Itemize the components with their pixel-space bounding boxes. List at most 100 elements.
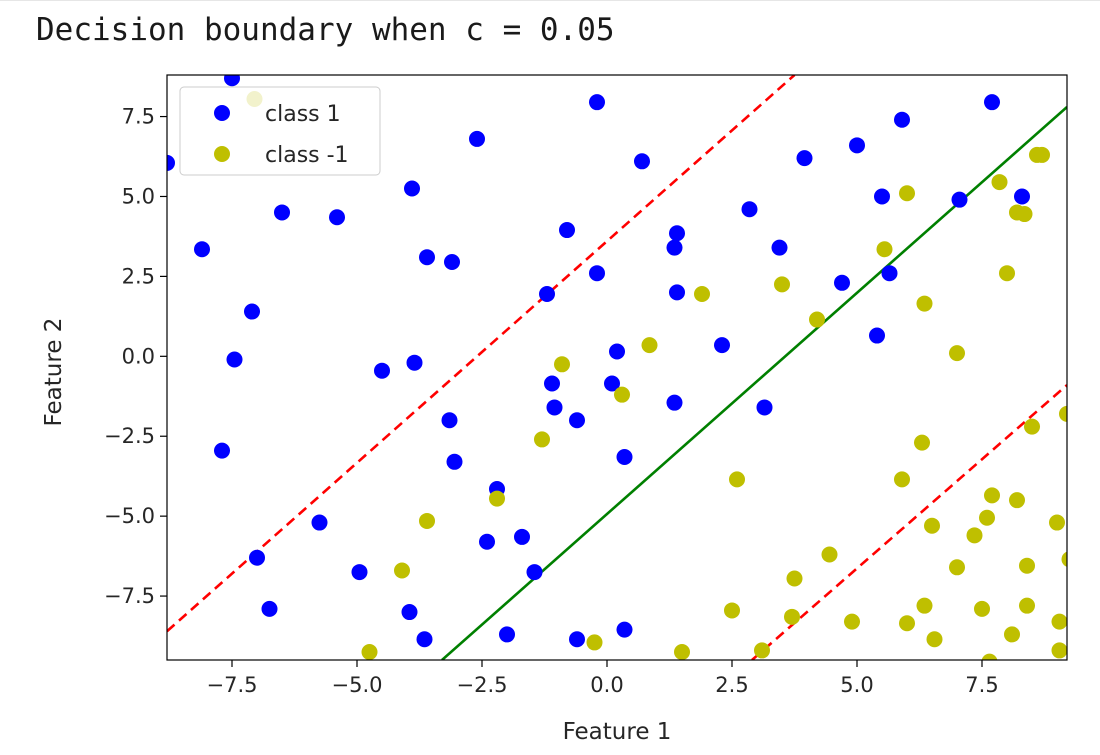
point-class-neg1 bbox=[949, 559, 965, 576]
point-class-1 bbox=[224, 75, 240, 87]
point-class-1 bbox=[441, 412, 458, 429]
point-class-neg1 bbox=[1051, 613, 1067, 630]
x-tick-label: 0.0 bbox=[590, 673, 623, 697]
point-class-neg1 bbox=[979, 509, 995, 526]
point-class-neg1 bbox=[1016, 206, 1033, 223]
margin-line-1 bbox=[167, 75, 796, 633]
point-class-neg1 bbox=[1049, 514, 1065, 531]
margin-line-2 bbox=[751, 384, 1067, 660]
legend-box bbox=[179, 86, 381, 176]
point-class-1 bbox=[226, 351, 243, 368]
point-class-neg1 bbox=[916, 597, 933, 614]
point-class-neg1 bbox=[894, 471, 910, 488]
point-class-1 bbox=[589, 265, 605, 282]
x-tick-label: 2.5 bbox=[715, 673, 748, 697]
point-class-1 bbox=[274, 204, 290, 221]
point-class-neg1 bbox=[674, 644, 690, 660]
point-class-neg1 bbox=[1034, 146, 1050, 163]
point-class-neg1 bbox=[534, 431, 550, 448]
point-class-1 bbox=[479, 533, 495, 550]
point-class-1 bbox=[569, 412, 585, 429]
point-class-neg1 bbox=[914, 434, 930, 451]
point-class-neg1 bbox=[554, 356, 570, 373]
y-tick-label: 7.5 bbox=[122, 105, 155, 129]
point-class-1 bbox=[401, 604, 418, 621]
y-tick-label: 2.5 bbox=[122, 264, 155, 288]
point-class-1 bbox=[874, 188, 890, 205]
axes-ticks: −7.5 −5.0 −2.5 0.0 2.5 5.0 7.5 −7.5 −5.0 −2.5 0.0 2… bbox=[104, 105, 999, 697]
x-tick-label: −5.0 bbox=[332, 673, 383, 697]
point-class-neg1 bbox=[586, 634, 603, 651]
point-class-1 bbox=[329, 209, 345, 226]
point-class-neg1 bbox=[844, 613, 860, 630]
point-class-1 bbox=[616, 449, 633, 466]
point-class-neg1 bbox=[786, 570, 803, 587]
plot-frame bbox=[166, 74, 1068, 661]
point-class-neg1 bbox=[1024, 418, 1040, 435]
point-class-neg1 bbox=[821, 546, 838, 563]
point-class-1 bbox=[894, 111, 910, 128]
point-class-neg1 bbox=[899, 615, 915, 632]
point-class-1 bbox=[604, 375, 620, 392]
point-class-neg1 bbox=[974, 600, 990, 617]
point-class-1 bbox=[881, 265, 898, 282]
point-class-neg1 bbox=[1061, 551, 1067, 567]
y-tick-label: −7.5 bbox=[104, 584, 155, 608]
x-axis-label: Feature 1 bbox=[563, 719, 672, 745]
point-class-1 bbox=[589, 94, 605, 111]
legend-marker-class-1 bbox=[214, 105, 230, 121]
top-rule bbox=[0, 0, 1100, 1]
point-class-neg1 bbox=[419, 512, 435, 529]
point-class-neg1 bbox=[984, 487, 1000, 504]
point-class-neg1 bbox=[1059, 405, 1067, 422]
point-class-neg1 bbox=[999, 265, 1015, 282]
point-class-1 bbox=[416, 631, 433, 648]
point-class-neg1 bbox=[1019, 597, 1035, 614]
point-class-neg1 bbox=[361, 644, 378, 660]
point-class-1 bbox=[244, 303, 260, 320]
point-class-neg1 bbox=[899, 185, 915, 202]
point-class-1 bbox=[771, 239, 788, 256]
point-class-neg1 bbox=[1019, 557, 1035, 574]
point-class-1 bbox=[756, 399, 773, 416]
point-class-1 bbox=[374, 362, 390, 379]
point-class-1 bbox=[444, 254, 460, 271]
point-class-1 bbox=[406, 354, 423, 371]
point-class-1 bbox=[609, 343, 625, 360]
point-class-neg1 bbox=[924, 517, 940, 534]
point-class-1 bbox=[167, 154, 175, 171]
point-class-neg1 bbox=[641, 337, 658, 354]
x-tick-label: −2.5 bbox=[457, 673, 508, 697]
data-layer bbox=[167, 75, 1067, 660]
point-class-neg1 bbox=[784, 608, 800, 625]
point-class-1 bbox=[446, 453, 463, 470]
point-class-neg1 bbox=[916, 295, 933, 312]
point-class-1 bbox=[419, 249, 435, 266]
y-axis-label: Feature 2 bbox=[41, 318, 67, 427]
point-class-neg1 bbox=[489, 490, 505, 507]
y-tick-label: 0.0 bbox=[122, 344, 155, 368]
point-class-neg1 bbox=[694, 285, 710, 302]
legend: class 1 class -1 bbox=[179, 86, 381, 176]
point-class-1 bbox=[869, 327, 885, 344]
point-class-1 bbox=[834, 274, 850, 291]
point-class-1 bbox=[796, 150, 813, 167]
point-class-neg1 bbox=[724, 602, 740, 619]
point-class-1 bbox=[951, 191, 968, 208]
point-class-1 bbox=[1014, 188, 1030, 205]
x-tick-label: 5.0 bbox=[840, 673, 873, 697]
point-class-1 bbox=[569, 631, 585, 648]
point-class-1 bbox=[666, 239, 683, 256]
point-class-1 bbox=[526, 564, 543, 581]
point-class-1 bbox=[469, 130, 485, 147]
point-class-1 bbox=[559, 222, 575, 239]
y-tick-label: 5.0 bbox=[122, 184, 155, 208]
point-class-1 bbox=[666, 394, 683, 411]
x-tick-label: −7.5 bbox=[207, 673, 258, 697]
point-class-1 bbox=[849, 137, 865, 154]
point-class-1 bbox=[214, 442, 230, 459]
point-class-1 bbox=[194, 241, 210, 258]
cell-output-title: Decision boundary when c = 0.05 bbox=[36, 12, 615, 48]
point-class-neg1 bbox=[614, 386, 630, 403]
